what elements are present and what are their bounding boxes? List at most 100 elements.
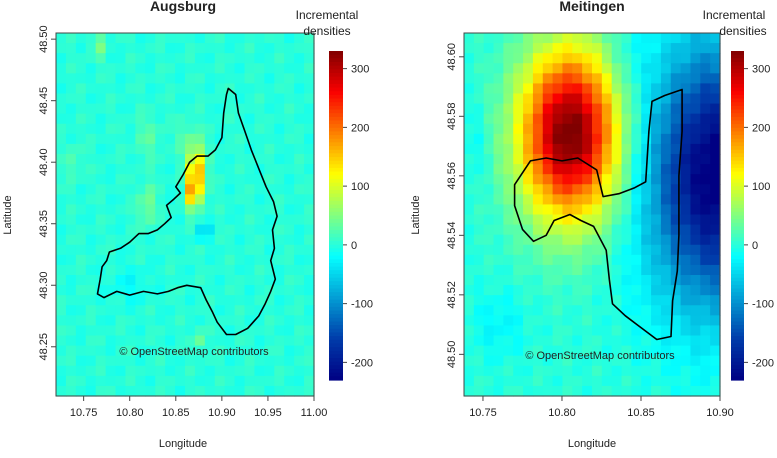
heatmap-cell: [115, 143, 127, 155]
heatmap-cell: [185, 83, 196, 95]
heatmap-cell: [680, 83, 692, 95]
heatmap-cell: [234, 103, 246, 115]
heatmap-cell: [155, 244, 166, 256]
heatmap-cell: [710, 194, 721, 206]
heatmap-cell: [194, 83, 206, 95]
colorbar-swatch: [329, 284, 343, 290]
heatmap-cell: [175, 264, 186, 276]
heatmap-cell: [680, 164, 692, 175]
heatmap-cell: [244, 355, 256, 367]
heatmap-cell: [304, 204, 315, 216]
heatmap-cell: [294, 365, 305, 377]
heatmap-cell: [641, 275, 652, 286]
heatmap-cell: [493, 73, 504, 85]
heatmap-cell: [710, 315, 721, 327]
heatmap-cell: [690, 264, 701, 276]
heatmap-cell: [542, 365, 554, 377]
heatmap-cell: [592, 385, 603, 397]
heatmap-cell: [214, 133, 226, 145]
heatmap-cell: [234, 164, 246, 175]
heatmap-cell: [95, 184, 107, 195]
heatmap-cell: [204, 194, 216, 206]
colorbar-swatch: [329, 146, 343, 151]
colorbar-swatch: [731, 65, 744, 70]
heatmap-cell: [175, 214, 186, 226]
heatmap-cell: [135, 285, 146, 296]
heatmap-cell: [690, 375, 701, 387]
colorbar-swatch: [329, 303, 343, 308]
heatmap-cell: [234, 194, 246, 206]
heatmap-cell: [651, 154, 662, 165]
heatmap-cell: [473, 285, 485, 296]
heatmap-cell: [651, 43, 662, 54]
heatmap-cell: [155, 355, 166, 367]
heatmap-cell: [214, 234, 226, 246]
heatmap-cell: [294, 133, 305, 145]
colorbar-swatch: [731, 204, 744, 209]
heatmap-cell: [175, 315, 186, 327]
heatmap-cell: [690, 33, 701, 44]
heatmap-cell: [274, 133, 285, 145]
heatmap-cell: [284, 295, 295, 306]
heatmap-cell: [194, 275, 206, 286]
colorbar-swatch: [731, 124, 744, 129]
heatmap-cell: [224, 335, 236, 347]
heatmap-cell: [145, 154, 156, 165]
heatmap-cell: [294, 385, 305, 397]
heatmap-cell: [660, 224, 672, 236]
heatmap-cell: [572, 275, 583, 286]
colorbar-swatch: [329, 65, 343, 70]
heatmap-cell: [473, 355, 485, 367]
heatmap-cell: [503, 335, 514, 347]
heatmap-cell: [670, 315, 682, 327]
heatmap-cell: [611, 154, 623, 165]
heatmap-cell: [532, 43, 544, 54]
heatmap-cell: [115, 63, 127, 74]
heatmap-cell: [244, 113, 256, 125]
colorbar-swatch: [329, 58, 343, 63]
heatmap-cell: [165, 204, 176, 216]
heatmap-cell: [641, 385, 652, 397]
heatmap-cell: [125, 63, 136, 74]
heatmap-cell: [552, 63, 564, 74]
chart-title: Meitingen: [559, 0, 624, 14]
heatmap-cell: [105, 264, 117, 276]
heatmap-cell: [660, 355, 672, 367]
heatmap-cell: [204, 83, 216, 95]
heatmap-cell: [274, 275, 285, 286]
heatmap-cell: [464, 275, 475, 286]
heatmap-cell: [464, 123, 475, 135]
heatmap-cell: [641, 244, 652, 256]
colorbar-swatch: [329, 354, 343, 359]
heatmap-cell: [284, 325, 295, 337]
heatmap-cell: [194, 365, 206, 377]
heatmap-cell: [125, 365, 136, 377]
colorbar-swatch: [731, 94, 744, 100]
heatmap-cell: [274, 103, 285, 115]
heatmap-cell: [483, 53, 495, 64]
heatmap-cell: [513, 103, 524, 115]
heatmap-cell: [155, 43, 166, 54]
colorbar-swatch: [731, 376, 744, 381]
heatmap-cell: [493, 385, 504, 397]
colorbar-swatch: [731, 266, 744, 271]
heatmap-cell: [65, 244, 77, 256]
heatmap-cell: [680, 133, 692, 145]
heatmap-cell: [294, 214, 305, 226]
heatmap-cell: [95, 365, 107, 377]
heatmap-cell: [660, 275, 672, 286]
heatmap-cell: [244, 164, 256, 175]
colorbar-swatch: [329, 160, 343, 165]
heatmap-cell: [552, 174, 564, 185]
heatmap-cell: [592, 264, 603, 276]
heatmap-cell: [224, 375, 236, 387]
heatmap-cell: [464, 385, 475, 397]
heatmap-cell: [493, 123, 504, 135]
heatmap-cell: [513, 234, 524, 246]
heatmap-cell: [274, 254, 285, 266]
heatmap-cell: [483, 133, 495, 145]
heatmap-cell: [660, 315, 672, 327]
heatmap-cell: [680, 385, 692, 397]
heatmap-cell: [105, 214, 117, 226]
heatmap-cell: [175, 234, 186, 246]
